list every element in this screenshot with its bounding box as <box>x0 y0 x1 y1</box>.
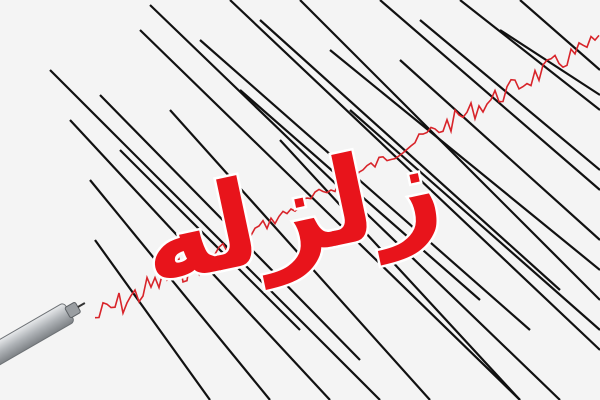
seismic-spike-line <box>329 49 600 271</box>
seismic-spike-line <box>119 149 301 331</box>
seismic-spike-line <box>49 69 381 400</box>
seismic-spike-line <box>99 94 361 361</box>
seismic-spike-line <box>69 119 331 400</box>
seismic-spike-line <box>199 39 531 331</box>
seismic-spike-line <box>239 89 481 301</box>
seismic-spike-line <box>349 109 600 331</box>
seismic-lines <box>49 0 600 400</box>
seismic-spike-line <box>94 239 211 400</box>
seismic-spike-line <box>169 109 431 400</box>
seismic-spike-line <box>419 19 600 171</box>
seismic-spike-line <box>399 59 600 241</box>
seismograph-needle-icon <box>0 302 86 371</box>
seismic-spike-line <box>279 139 521 400</box>
seismic-spike-line <box>459 0 600 111</box>
seismic-spike-line <box>519 0 600 71</box>
seismic-trace <box>94 34 600 319</box>
seismic-spike-line <box>379 0 600 191</box>
seismic-spike-line <box>229 0 600 351</box>
seismic-spike-line <box>259 19 561 291</box>
seismic-spike-line <box>499 29 600 96</box>
seismic-spike-line <box>139 29 521 400</box>
seismic-spike-line <box>299 0 600 301</box>
seismic-spike-line <box>149 4 561 400</box>
seismic-spike-line <box>89 179 271 400</box>
